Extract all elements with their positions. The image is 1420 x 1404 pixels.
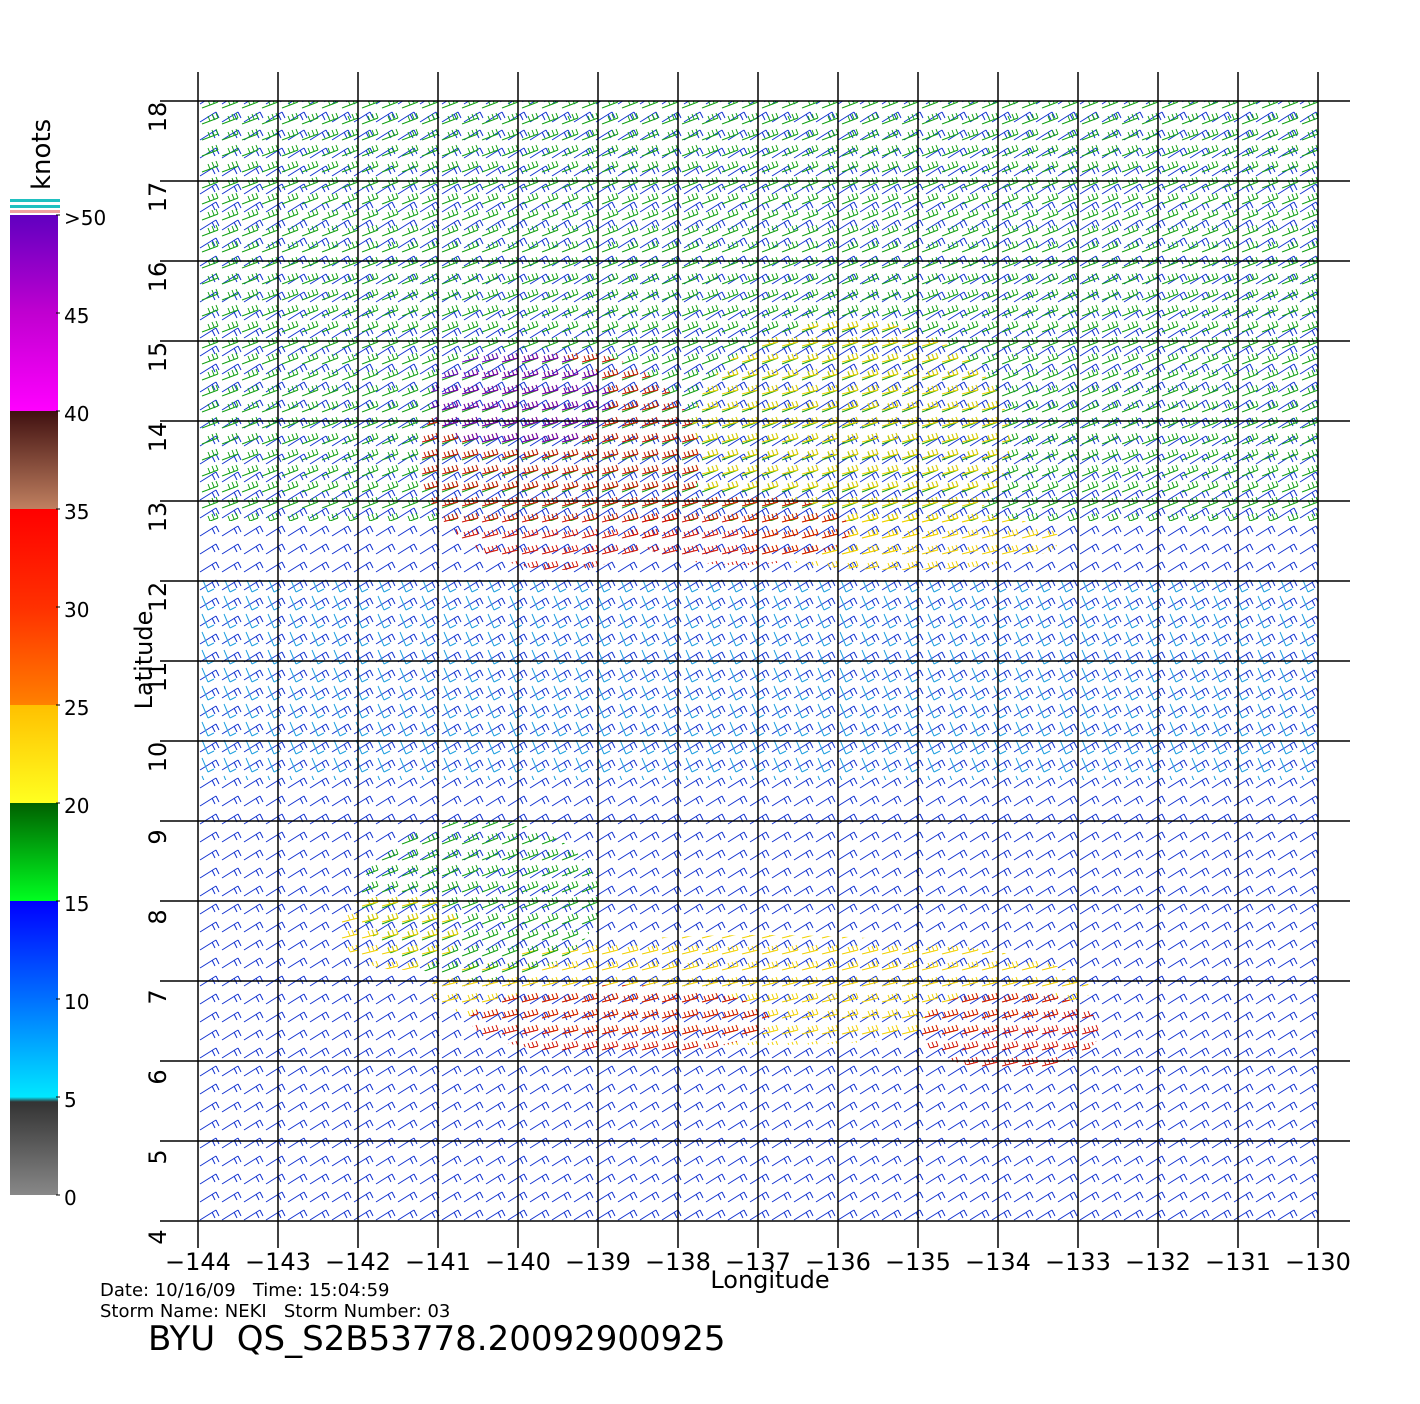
y-tick-label: 18 [144, 102, 172, 133]
colorbar-cap [10, 199, 60, 202]
x-tick-label: −139 [565, 1248, 631, 1276]
x-tick-label: −131 [1205, 1248, 1271, 1276]
x-tick-label: −137 [725, 1248, 791, 1276]
y-tick-label: 7 [144, 989, 172, 1004]
colorbar-tick-label: >50 [64, 206, 106, 230]
colorbar-tick-label: 10 [64, 990, 89, 1014]
colorbar-tick-label: 5 [64, 1088, 77, 1112]
colorbar-title: knots [27, 119, 57, 190]
y-tick-label: 11 [144, 662, 172, 693]
colorbar-tick-label: 30 [64, 598, 89, 622]
colorbar-tick-label: 0 [64, 1186, 77, 1210]
x-tick-label: −143 [245, 1248, 311, 1276]
x-axis-label: Longitude [710, 1266, 829, 1294]
footer-title: BYU QS_S2B53778.20092900925 [148, 1319, 726, 1359]
y-tick-label: 8 [144, 909, 172, 924]
x-tick-label: −133 [1045, 1248, 1111, 1276]
y-tick-label: 15 [144, 342, 172, 373]
colorbar [10, 215, 58, 1195]
footer-date: Date: 10/16/09 Time: 15:04:59 [100, 1280, 390, 1301]
x-tick-label: −138 [645, 1248, 711, 1276]
y-tick-label: 4 [144, 1229, 172, 1244]
colorbar-cap [10, 205, 60, 208]
y-tick-label: 10 [144, 742, 172, 773]
axes: −144 −143 −142 −141 −140 −139 −138 −137 −136 −135… [144, 72, 1351, 1276]
y-tick-label: 17 [144, 182, 172, 213]
y-tick-label: 13 [144, 502, 172, 533]
y-tick-label: 16 [144, 262, 172, 293]
colorbar-tick-label: 15 [64, 892, 89, 916]
x-tick-label: −136 [805, 1248, 871, 1276]
x-tick-label: −141 [405, 1248, 471, 1276]
x-tick-label: −140 [485, 1248, 551, 1276]
footer-storm: Storm Name: NEKI Storm Number: 03 [100, 1301, 450, 1322]
colorbar-tick-label: 25 [64, 696, 89, 720]
y-tick-label: 14 [144, 422, 172, 453]
y-tick-label: 6 [144, 1069, 172, 1084]
y-tick-label: 5 [144, 1149, 172, 1164]
colorbar-tick-label: 20 [64, 794, 89, 818]
x-tick-label: −144 [165, 1248, 231, 1276]
y-tick-label: 9 [144, 829, 172, 844]
y-axis-label: Latitude [130, 611, 158, 710]
x-tick-label: −130 [1285, 1248, 1351, 1276]
x-tick-label: −135 [885, 1248, 951, 1276]
y-tick-label: 12 [144, 582, 172, 613]
colorbar-tick-label: 40 [64, 402, 89, 426]
colorbar-tick-label: 45 [64, 304, 89, 328]
colorbar-cap [10, 210, 60, 213]
x-tick-label: −134 [965, 1248, 1031, 1276]
x-tick-label: −132 [1125, 1248, 1191, 1276]
x-tick-label: −142 [325, 1248, 391, 1276]
colorbar-tick-label: 35 [64, 500, 89, 524]
